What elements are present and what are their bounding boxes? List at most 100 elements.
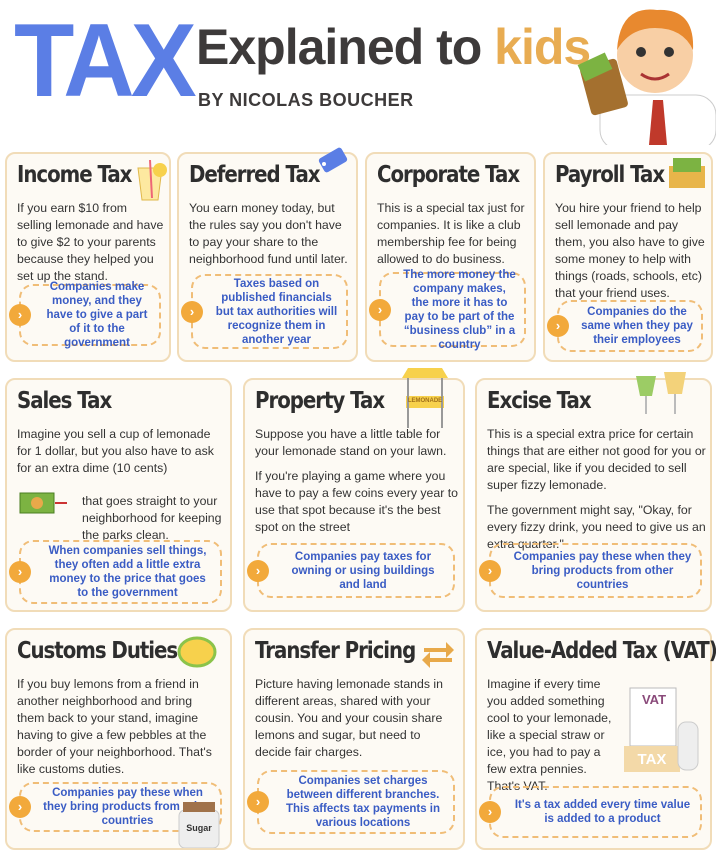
note-text: When companies sell things, they often a…: [48, 545, 207, 599]
card-title: Income Tax: [17, 162, 132, 188]
title-row: Explained to kids: [196, 18, 591, 76]
note-text: Companies set charges between different …: [285, 775, 441, 829]
arrows-icon: [420, 638, 456, 668]
card-body: You earn money today, but the rules say …: [189, 200, 354, 276]
card-title: Property Tax: [255, 388, 385, 414]
paragraph: This is a special extra price for certai…: [487, 427, 706, 492]
note-text: Companies pay these when they bring prod…: [43, 787, 212, 827]
card: Value-Added Tax (VAT) Imagine if every ti…: [475, 628, 716, 850]
jar-icon-art: [178, 802, 220, 849]
note-box: › Companies pay these when they bring pro…: [479, 543, 702, 598]
card: Property Tax Suppose you have a little ta…: [243, 368, 465, 612]
paragraph: You earn money today, but the rules say …: [189, 201, 348, 266]
paragraph: Imagine you sell a cup of lemonade for 1…: [17, 427, 214, 475]
money-icon-art: [669, 158, 705, 188]
paragraph: Imagine if every time you added somethin…: [487, 677, 612, 793]
card-body: If you buy lemons from a friend in anoth…: [17, 676, 217, 786]
card: Deferred Tax You earn money today, but th…: [177, 147, 358, 362]
note-box: › Companies make money, and they have to …: [9, 281, 161, 349]
card-body: You hire your friend to help sell lemona…: [555, 200, 710, 310]
arrow-icon: ›: [369, 298, 391, 321]
card-body: Imagine you sell a cup of lemonade for 1…: [17, 426, 227, 552]
arrow-icon: ›: [479, 559, 501, 582]
note-text: The more money the company makes, the mo…: [403, 268, 516, 351]
paragraph: If you're playing a game where you have …: [255, 469, 459, 534]
icon-label: VAT: [641, 692, 667, 707]
arrows-icon-art: [422, 642, 454, 668]
card-body: Imagine if every time you added somethin…: [487, 676, 612, 803]
card-title: Sales Tax: [17, 388, 112, 414]
lemon-icon-art: [177, 636, 217, 668]
note-box: › It's a tax added every time value is ad…: [479, 786, 702, 838]
bill-icon: [19, 490, 69, 516]
byline: BY NICOLAS BOUCHER: [198, 90, 414, 110]
paragraph: If you buy lemons from a friend in anoth…: [17, 677, 212, 776]
note-text: It's a tax added every time value is add…: [514, 799, 691, 825]
lemonade-icon: [132, 159, 168, 202]
note-box: › Taxes based on published financials but…: [181, 274, 348, 349]
card: Excise Tax This is a special extra price …: [475, 372, 712, 612]
stand-icon-art: [402, 368, 448, 428]
note-box: › Companies do the same when they pay the…: [547, 300, 703, 352]
arrow-icon: ›: [247, 791, 269, 813]
jar-icon: [175, 802, 223, 849]
icon-label: Sugar: [186, 823, 212, 833]
arrow-icon: ›: [9, 304, 31, 326]
note-box: › When companies sell things, they often …: [9, 540, 222, 604]
card-title: Corporate Tax: [377, 162, 520, 188]
arrow-icon: ›: [547, 315, 569, 337]
title-main: TAX: [14, 3, 197, 119]
boy-illustration: [577, 9, 716, 145]
paragraph: that goes straight to your neighborhood …: [82, 494, 222, 542]
card: Corporate Tax This is a special tax just …: [365, 152, 536, 362]
money-icon: [667, 156, 707, 190]
arrow-icon: ›: [9, 561, 31, 583]
note-text: Companies pay these when they bring prod…: [513, 550, 692, 591]
arrow-icon: ›: [181, 300, 203, 323]
note-text: Companies make money, and they have to g…: [46, 281, 148, 349]
card-body: This is a special tax just for companies…: [377, 200, 532, 276]
paragraph: You hire your friend to help sell lemona…: [555, 201, 705, 300]
glasses-icon: [632, 370, 692, 418]
receipt-icon-art: [624, 687, 699, 772]
tag-icon: [314, 140, 354, 180]
card-body: If you earn $10 from selling lemonade an…: [17, 200, 165, 293]
paragraph: This is a special tax just for companies…: [377, 201, 525, 266]
note-text: Companies do the same when they pay thei…: [581, 306, 693, 346]
card-title: Deferred Tax: [189, 162, 321, 188]
paragraph: Picture having lemonade stands in differ…: [255, 677, 443, 759]
paragraph: If you earn $10 from selling lemonade an…: [17, 201, 164, 283]
card: Transfer Pricing Picture having lemonade …: [243, 628, 465, 850]
note-box: › Companies pay these when they bring pro…: [9, 782, 222, 832]
card-title: Transfer Pricing: [255, 638, 416, 664]
card: Income Tax If you earn $10 from selling l…: [5, 152, 171, 362]
card-body: Suppose you have a little table for your…: [255, 426, 460, 544]
note-text: Taxes based on published financials but …: [215, 277, 338, 346]
note-box: › Companies pay taxes for owning or using…: [247, 543, 455, 598]
note-box: › Companies set charges between different…: [247, 770, 455, 834]
arrow-icon: ›: [479, 801, 501, 823]
tag-icon-art: [318, 147, 348, 173]
note-box: › The more money the company makes, the m…: [369, 269, 526, 351]
card-title: Value-Added Tax (VAT): [487, 638, 716, 664]
card-title: Payroll Tax: [555, 162, 665, 188]
note-text: Companies pay taxes for owning or using …: [291, 550, 435, 591]
card: Payroll Tax You hire your friend to help …: [543, 152, 713, 362]
lemon-icon: [175, 634, 219, 670]
title-accent: kids: [494, 19, 591, 75]
arrow-icon: ›: [9, 796, 31, 818]
arrow-icon: ›: [247, 559, 269, 582]
lemonade-icon-art: [137, 159, 167, 201]
card-body: This is a special extra price for certai…: [487, 426, 709, 561]
receipt-icon: [622, 682, 702, 774]
card-title: Excise Tax: [487, 388, 592, 414]
stand-icon: [400, 366, 450, 432]
title-rest: Explained to: [196, 19, 482, 75]
glasses-icon-art: [636, 372, 686, 414]
paragraph: The government might say, "Okay, for eve…: [487, 503, 706, 551]
card-title: Customs Duties: [17, 638, 178, 664]
paragraph: Suppose you have a little table for your…: [255, 427, 447, 458]
card: Sales Tax Imagine you sell a cup of lemon…: [5, 378, 232, 612]
card-body: Picture having lemonade stands in differ…: [255, 676, 460, 769]
